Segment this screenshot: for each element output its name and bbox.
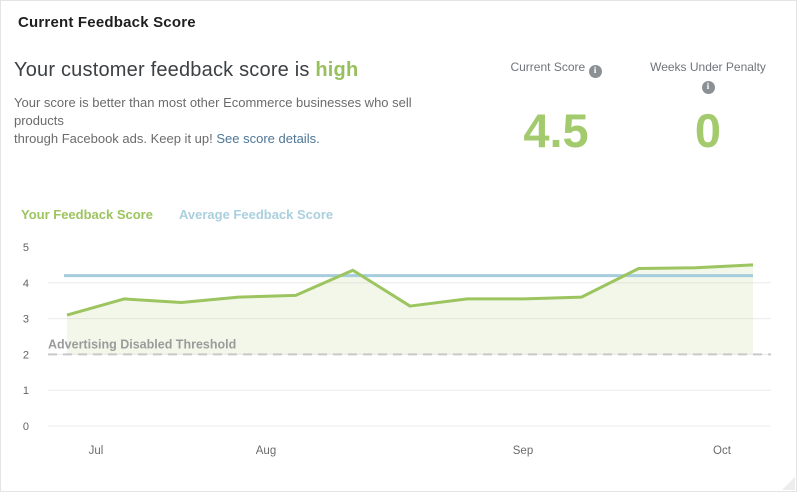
current-score-label: Current Score [510, 60, 586, 74]
x-axis-label: Sep [513, 445, 533, 457]
y-tick-label: 5 [23, 242, 29, 254]
y-tick-label: 1 [23, 385, 29, 397]
score-area-fill [67, 264, 753, 355]
legend-average-feedback-score[interactable]: Average Feedback Score [178, 207, 334, 222]
y-tick-label: 0 [23, 421, 29, 433]
weeks-under-penalty-value: 0 [694, 104, 722, 157]
legend-your-feedback-score[interactable]: Your Feedback Score [21, 207, 153, 222]
heading-text: Your customer feedback score is [14, 59, 316, 81]
info-icon[interactable]: i [701, 81, 715, 94]
y-tick-label: 3 [23, 314, 29, 326]
summary-body: Your score is better than most other Eco… [14, 94, 464, 148]
your-score-line [66, 263, 754, 317]
summary-heading: Your customer feedback score is high [14, 59, 358, 82]
current-score-label-row: Current Score i [490, 59, 622, 109]
feedback-score-chart: Advertising Disabled Threshold 0 1 2 3 4 5 Jul A… [23, 242, 771, 457]
current-score-stat: Current Score i 4.5 [490, 59, 622, 154]
weeks-under-penalty-label: Weeks Under Penalty [650, 60, 766, 74]
threshold-label: Advertising Disabled Threshold [48, 337, 236, 351]
info-icon[interactable]: i [588, 65, 602, 78]
body-text-line2: through Facebook ads. Keep it up! [14, 131, 217, 146]
current-score-value: 4.5 [523, 104, 589, 157]
y-tick-label: 2 [23, 349, 29, 361]
body-text-line1: Your score is better than most other Eco… [14, 95, 412, 128]
x-axis-label: Jul [89, 445, 104, 457]
x-axis-label: Aug [256, 445, 276, 457]
weeks-under-penalty-label-row: Weeks Under Penalty i [642, 59, 774, 109]
x-axis-label: Oct [713, 445, 732, 457]
panel-title: Current Feedback Score [18, 14, 196, 31]
chart-legend: Your Feedback Score Average Feedback Sco… [21, 207, 333, 222]
y-tick-label: 4 [23, 278, 29, 290]
weeks-under-penalty-stat: Weeks Under Penalty i 0 [642, 59, 774, 154]
see-score-details-link[interactable]: See score details. [216, 131, 320, 146]
stats-section: Current Score i 4.5 Weeks Under Penalty … [490, 59, 774, 154]
heading-highlight: high [315, 59, 359, 81]
